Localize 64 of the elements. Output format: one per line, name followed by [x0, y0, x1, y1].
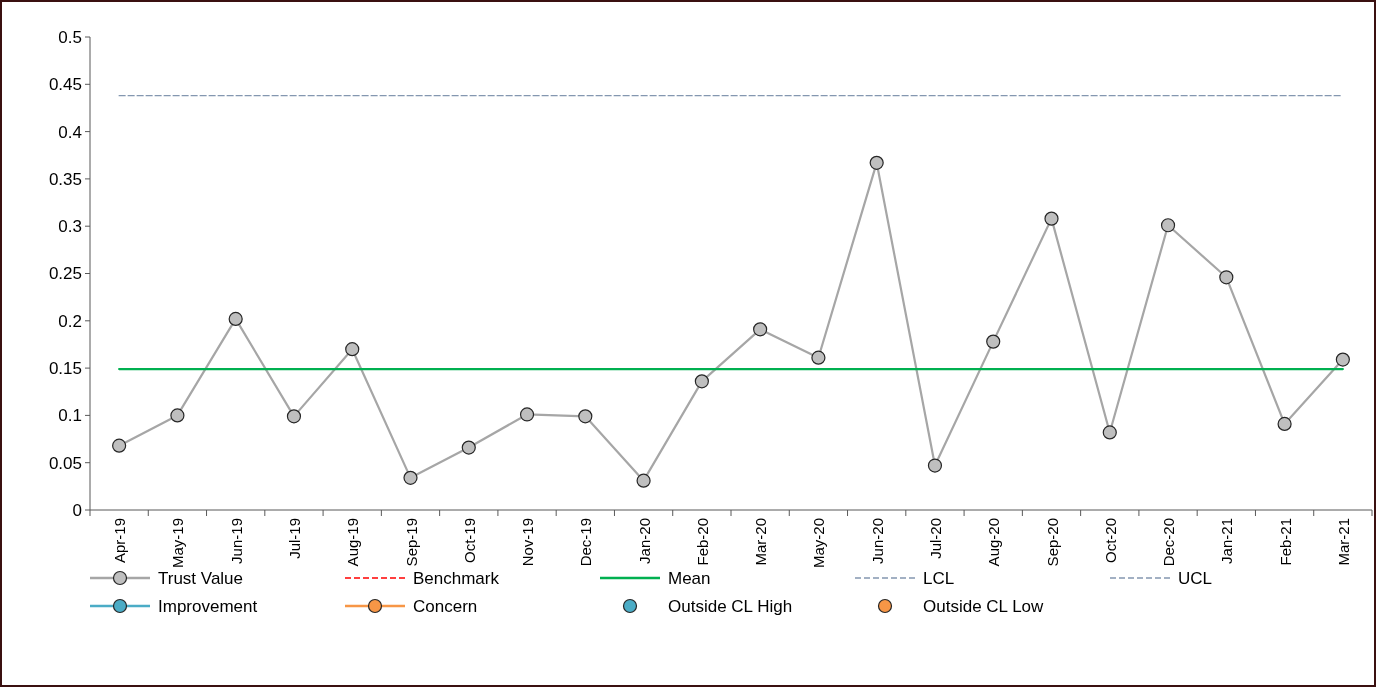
y-tick-label: 0.3 [58, 217, 82, 237]
legend-label: Improvement [158, 596, 258, 616]
x-tick-label: Dec-19 [577, 518, 595, 567]
legend-label: Trust Value [158, 568, 244, 588]
legend-label: LCL [923, 568, 955, 588]
y-tick-label: 0.15 [48, 359, 82, 379]
y-tick-label: 0.5 [58, 27, 82, 47]
legend-label: UCL [1178, 568, 1213, 588]
y-tick-label: 0.05 [48, 453, 82, 473]
legend-label: Mean [668, 568, 711, 588]
y-tick-label: 0.45 [48, 75, 82, 95]
point [869, 155, 884, 170]
y-tick-label: 0.4 [58, 122, 82, 142]
x-tick-label: Dec-20 [1160, 518, 1178, 567]
point [345, 342, 360, 357]
x-tick-label: Oct-19 [460, 518, 478, 564]
point [1160, 218, 1176, 233]
point [753, 322, 768, 337]
legend-label: Concern [413, 596, 478, 616]
x-tick-label: Jun-19 [227, 518, 245, 564]
x-tick-label: Mar-20 [752, 518, 770, 566]
point [170, 408, 185, 423]
point [927, 458, 943, 473]
point [811, 350, 826, 365]
point [228, 311, 243, 327]
x-tick-label: Nov-19 [519, 518, 537, 567]
x-tick-label: Jul-20 [926, 518, 944, 559]
point [286, 409, 302, 424]
point [986, 334, 1001, 349]
x-tick-label: Jan-20 [635, 518, 653, 564]
y-tick-label: 0.1 [58, 406, 82, 426]
point [578, 409, 593, 424]
point [112, 438, 127, 453]
x-tick-label: Aug-19 [344, 518, 362, 567]
x-tick-label: Mar-21 [1334, 518, 1352, 566]
y-tick-label: 0.2 [58, 311, 82, 331]
y-tick-label: 0 [72, 500, 82, 520]
point [519, 407, 535, 422]
point [1219, 270, 1234, 285]
point [1335, 352, 1350, 367]
point [636, 473, 651, 488]
x-tick-label: Jan-21 [1218, 518, 1236, 564]
x-tick-label: Jul-19 [285, 518, 303, 559]
x-tick-label: Aug-20 [985, 518, 1003, 567]
x-tick-label: Jun-20 [868, 518, 886, 564]
x-tick-label: Sep-20 [1043, 518, 1061, 567]
y-tick-label: 0.35 [48, 169, 82, 189]
legend-label: Benchmark [413, 568, 500, 588]
y-tick-label: 0.25 [48, 264, 82, 284]
x-tick-label: Apr-19 [111, 518, 129, 564]
point [1102, 425, 1117, 440]
point [1044, 211, 1059, 226]
x-tick-label: Sep-19 [402, 518, 420, 567]
x-tick-label: Feb-20 [693, 518, 711, 566]
point [694, 374, 709, 389]
point [1277, 416, 1292, 432]
x-tick-label: May-19 [169, 518, 187, 569]
legend-label: Outside CL High [668, 596, 793, 616]
x-tick-label: Oct-20 [1101, 518, 1119, 564]
x-tick-label: Feb-21 [1276, 518, 1294, 566]
point [461, 440, 476, 455]
point [403, 470, 418, 485]
legend-label: Outside CL Low [923, 596, 1045, 616]
x-tick-label: May-20 [810, 518, 828, 569]
